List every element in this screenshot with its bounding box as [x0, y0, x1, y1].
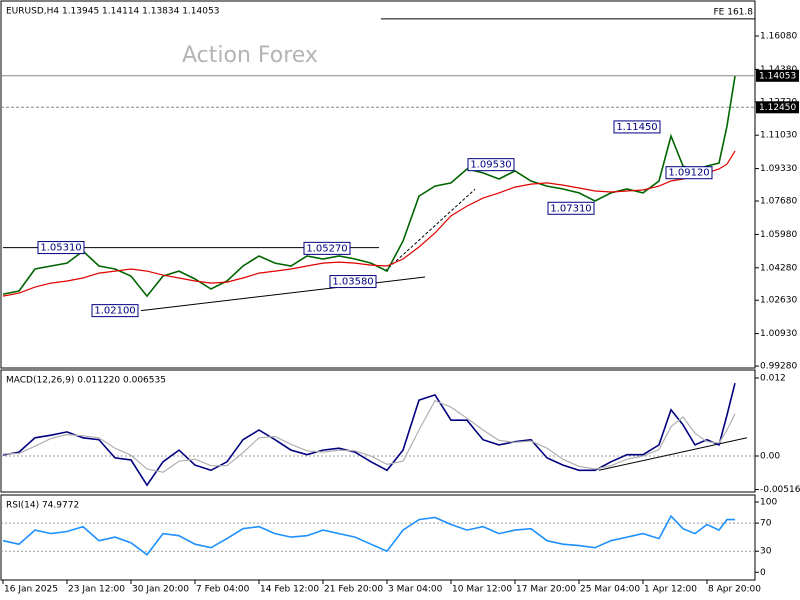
annotation-box: [613, 120, 661, 134]
annotation-label: 1.11450: [616, 122, 657, 133]
trendline: [598, 437, 748, 471]
x-tick-label: 25 Mar 04:00: [580, 585, 640, 595]
x-tick-label: 3 Mar 04:00: [388, 585, 443, 595]
annotation-box: [303, 241, 351, 255]
x-tick-label: 23 Jan 12:00: [68, 585, 125, 595]
y-tick-label: 0.99280: [760, 362, 797, 372]
series-line: [2, 75, 736, 298]
annotation-box: [547, 201, 595, 215]
annotation-label: 1.03580: [332, 277, 373, 288]
panel-title: RSI(14) 74.9772: [6, 501, 79, 511]
y-tick-label: 1.09330: [760, 164, 797, 174]
y-tick-label: 1.04280: [760, 263, 797, 273]
annotation-box: [329, 275, 377, 289]
panel-title: EURUSD,H4 1.13945 1.14114 1.13834 1.1405…: [6, 7, 219, 17]
annotation-label: 1.07310: [550, 203, 591, 214]
watermark: Action Forex: [182, 43, 318, 68]
level-label-box: [756, 69, 799, 82]
y-tick-label: 1.05980: [760, 230, 797, 240]
y-tick-label: 0: [760, 568, 766, 578]
level-label: FE 161.8: [714, 7, 754, 17]
panel-frame: [0, 494, 756, 581]
annotation-label: 1.09530: [470, 160, 511, 171]
y-tick-label: 1.07680: [760, 197, 797, 207]
annotation-box: [37, 241, 85, 255]
annotation-label: 1.02100: [94, 306, 135, 317]
y-tick-label: 0.012: [760, 373, 786, 383]
y-tick-label: 100: [760, 498, 777, 508]
y-tick-label: 1.00930: [760, 329, 797, 339]
annotation-label: 1.05310: [40, 243, 81, 254]
x-tick-label: 17 Mar 20:00: [516, 585, 576, 595]
series-line: [2, 514, 735, 556]
y-tick-label: -0.005165: [760, 485, 800, 495]
x-tick-label: 21 Feb 20:00: [324, 585, 383, 595]
panel-frame: [0, 0, 756, 369]
level-label-box: [756, 101, 799, 114]
annotation-label: 1.05270: [306, 243, 347, 254]
y-tick-label: 30: [760, 547, 772, 557]
x-tick-label: 14 Feb 12:00: [260, 585, 319, 595]
y-tick-label: 0.00: [760, 451, 780, 461]
x-tick-label: 7 Feb 04:00: [196, 585, 250, 595]
trendline: [140, 276, 426, 312]
x-tick-label: 30 Jan 20:00: [132, 585, 189, 595]
x-tick-label: 10 Mar 12:00: [452, 585, 512, 595]
y-tick-label: 1.11030: [760, 131, 797, 141]
annotation-label: 1.09120: [668, 168, 709, 179]
series-line: [2, 399, 736, 473]
level-label: 1.14053: [759, 71, 796, 81]
level-label: 1.12450: [759, 103, 796, 113]
series-line: [2, 383, 736, 487]
y-tick-label: 1.16080: [760, 31, 797, 41]
trendline: [384, 188, 476, 272]
y-tick-label: 1.02630: [760, 296, 797, 306]
x-tick-label: 8 Apr 20:00: [708, 585, 761, 595]
series-line: [2, 150, 736, 297]
annotation-box: [665, 166, 713, 180]
x-tick-label: 1 Apr 12:00: [644, 585, 697, 595]
panel-title: MACD(12,26,9) 0.011220 0.006535: [6, 376, 166, 386]
panel-frame: [0, 369, 756, 493]
y-tick-label: 70: [760, 519, 772, 529]
annotation-box: [467, 158, 515, 172]
x-tick-label: 16 Jan 2025: [4, 585, 58, 595]
annotation-box: [91, 304, 139, 318]
